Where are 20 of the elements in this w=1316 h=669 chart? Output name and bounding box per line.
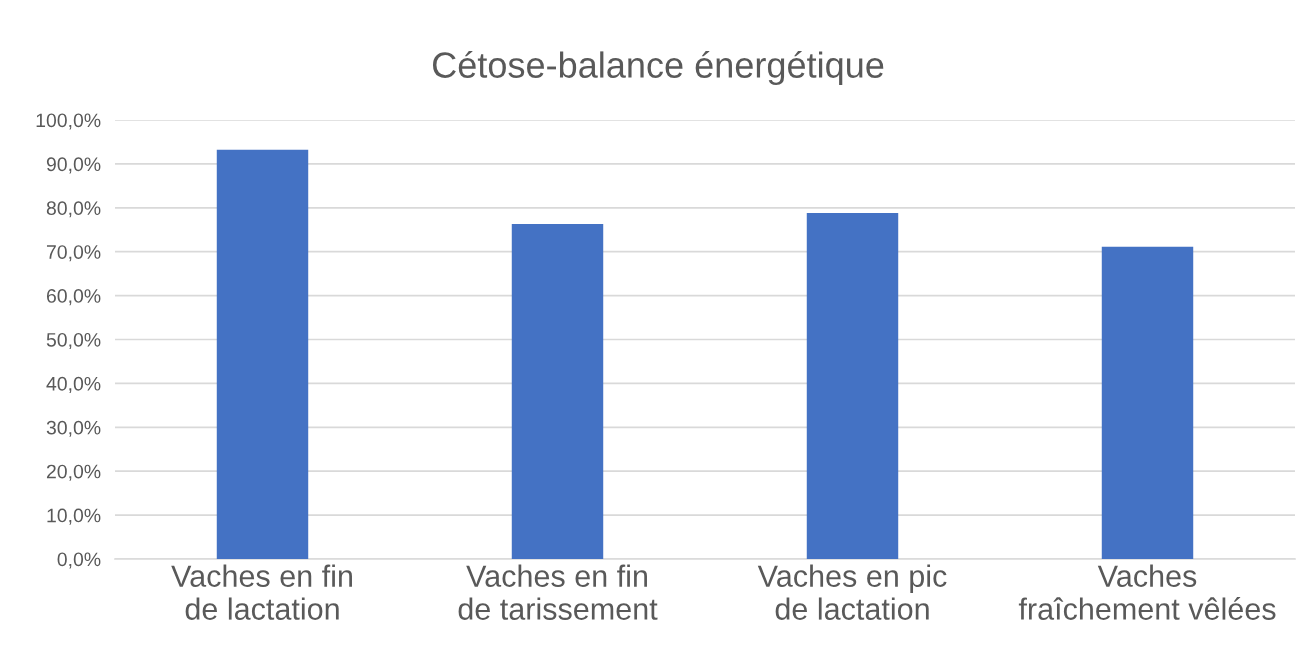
y-tick-label: 0,0% (57, 552, 101, 569)
bar (806, 213, 899, 559)
y-tick-label: 20,0% (46, 464, 101, 481)
y-tick-label: 60,0% (46, 289, 101, 306)
y-tick-label: 70,0% (46, 245, 101, 262)
y-tick-label: 10,0% (47, 508, 101, 525)
y-tick-label: 90,0% (46, 157, 101, 174)
chart-title: Cétose-balance énergétique (432, 50, 884, 86)
bar (511, 224, 604, 559)
y-tick-label: 50,0% (46, 332, 101, 350)
bar (1101, 246, 1194, 559)
x-tick-label: Vaches en fin de tarissement (458, 564, 658, 620)
y-tick-label: 100,0% (36, 113, 101, 130)
y-tick-label: 40,0% (46, 376, 101, 393)
x-tick-label: Vaches fraîchement vêlées (1018, 564, 1276, 620)
y-tick-label: 80,0% (46, 201, 101, 218)
bar (216, 149, 309, 559)
x-tick-label: Vaches en fin de lactation (171, 564, 352, 620)
x-tick-label: Vaches en pic de lactation (757, 564, 947, 620)
y-tick-label: 30,0% (46, 420, 101, 437)
